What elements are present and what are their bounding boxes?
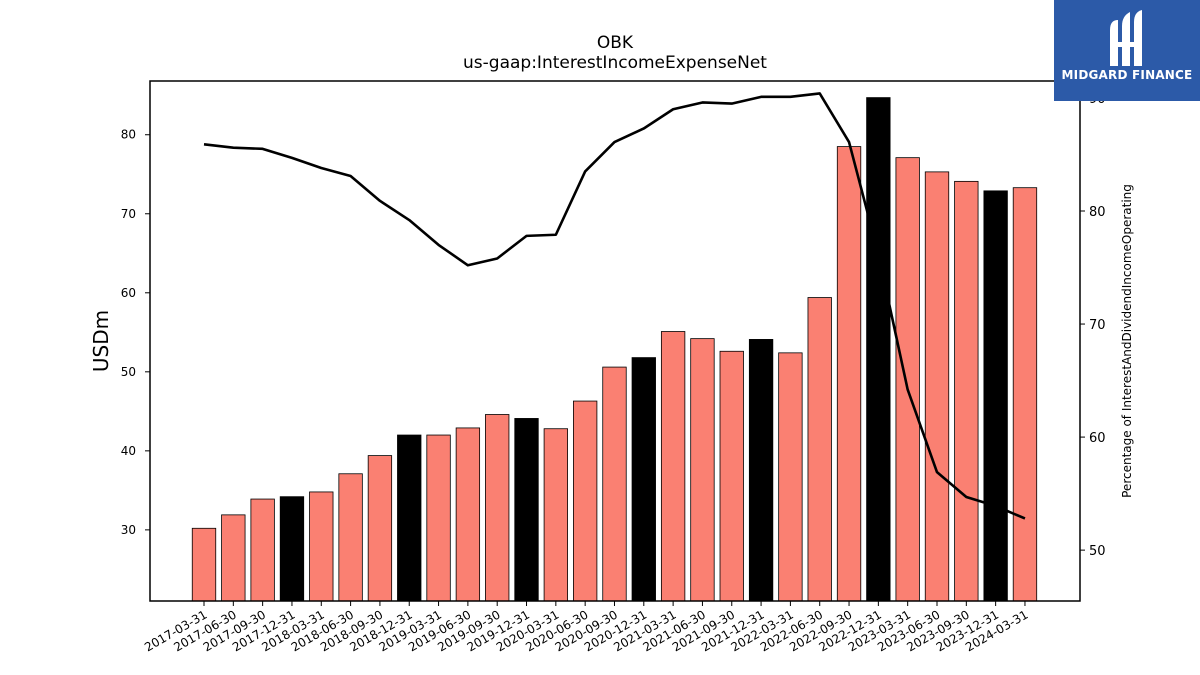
- left-tick-label: 40: [121, 444, 136, 458]
- bar-2019-03-31: [426, 434, 451, 602]
- chart-subtitle: us-gaap:InterestIncomeExpenseNet: [463, 53, 767, 73]
- left-tick-label: 30: [121, 523, 136, 537]
- plot-frame: [149, 80, 1081, 602]
- bar-2023-03-31: [895, 157, 920, 602]
- left-tick-label: 50: [121, 365, 136, 379]
- right-tick-label: 60: [1089, 431, 1106, 446]
- bar-2018-12-31: [397, 434, 422, 602]
- right-tick-label: 80: [1089, 205, 1106, 220]
- bar-series: [191, 97, 1038, 602]
- right-tick-label: 50: [1089, 544, 1106, 559]
- y-axis-label-right: Percentage of InterestAndDividendIncomeO…: [1120, 184, 1134, 498]
- bar-2017-12-31: [279, 496, 305, 602]
- bar-2020-12-31: [631, 357, 656, 602]
- logo-text: MIDGARD FINANCE: [1061, 68, 1193, 82]
- line-series: [203, 92, 1026, 520]
- line-path: [203, 92, 1026, 520]
- bar-2024-03-31: [1012, 187, 1038, 602]
- bar-2018-09-30: [367, 455, 393, 602]
- x-axis-ticks: 2017-03-312017-06-302017-09-302017-12-31…: [142, 601, 1030, 654]
- y-axis-label: USDm: [89, 310, 113, 372]
- bar-2018-03-31: [309, 491, 334, 602]
- bar-2017-06-30: [221, 514, 246, 602]
- logo-mark-icon: [1110, 10, 1142, 66]
- bar-2021-09-30: [719, 350, 744, 602]
- bar-2019-09-30: [485, 414, 510, 602]
- bar-2019-12-31: [514, 418, 539, 602]
- right-tick-label: 70: [1089, 318, 1106, 333]
- chart-title: OBK: [597, 33, 634, 53]
- bar-2018-06-30: [338, 473, 363, 602]
- bar-2023-12-31: [983, 190, 1008, 602]
- bar-2019-06-30: [455, 427, 481, 602]
- bar-2021-06-30: [690, 338, 715, 602]
- left-tick-label: 80: [121, 128, 136, 142]
- bar-2022-03-31: [778, 352, 803, 602]
- bar-2022-09-30: [836, 146, 862, 602]
- bar-2021-12-31: [748, 339, 774, 602]
- bar-2020-06-30: [573, 400, 598, 602]
- left-tick-label: 70: [121, 207, 136, 221]
- bar-2023-06-30: [924, 171, 950, 602]
- right-axis-ticks: 5060708090: [1080, 92, 1106, 559]
- bar-2022-06-30: [807, 297, 832, 602]
- bar-2020-09-30: [602, 366, 627, 602]
- bar-2020-03-31: [543, 428, 568, 602]
- midgard-finance-logo: MIDGARD FINANCE: [1054, 0, 1200, 101]
- bar-2022-12-31: [866, 97, 891, 602]
- left-tick-label: 60: [121, 286, 136, 300]
- left-axis-ticks: 30 40 50 60 70 80: [121, 128, 150, 537]
- bar-2023-09-30: [954, 180, 979, 602]
- bar-2017-03-31: [191, 527, 217, 602]
- bar-2017-09-30: [250, 498, 275, 602]
- bar-2021-03-31: [660, 331, 686, 602]
